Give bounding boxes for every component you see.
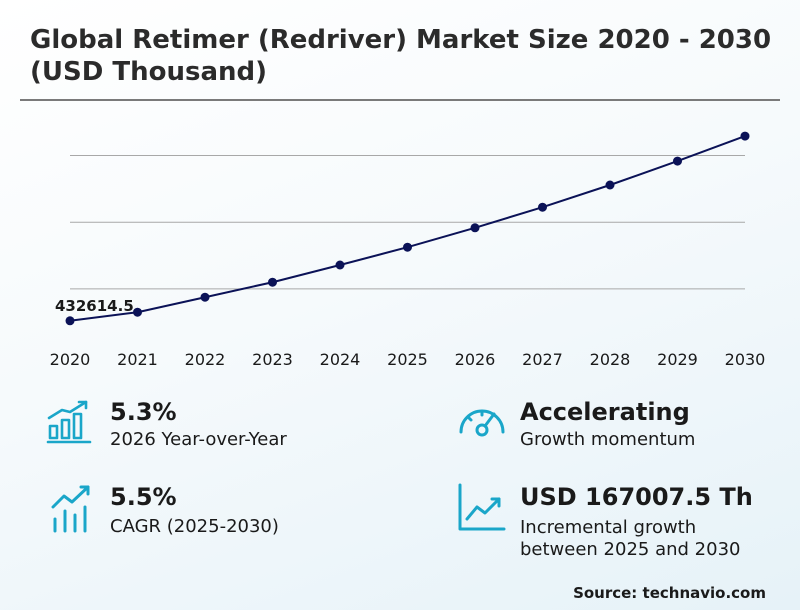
- stat-yoy-value: 5.3%: [110, 398, 177, 426]
- stat-momentum-value: Accelerating: [520, 398, 690, 426]
- market-size-chart: 2020 2021 2022 2023 2024 2025 2026 2027 2028 2029…: [50, 131, 766, 369]
- x-tick-label-2026: 2026: [455, 350, 496, 369]
- stat-incremental-label-line1: Incremental growth: [520, 517, 697, 538]
- stat-cagr-label: CAGR (2025-2030): [110, 516, 279, 537]
- data-point-2027: [538, 202, 547, 212]
- series-line: [69, 135, 746, 322]
- data-label-0: 432614.5: [55, 297, 134, 315]
- data-point-2026: [470, 223, 480, 233]
- x-tick-label-2029: 2029: [657, 350, 698, 369]
- x-tick-label-2023: 2023: [252, 350, 293, 369]
- speedometer-icon: [459, 409, 505, 437]
- x-tick-label-2027: 2027: [522, 350, 563, 369]
- stat-cagr-value: 5.5%: [110, 483, 177, 511]
- x-tick-label-2022: 2022: [185, 350, 226, 369]
- stat-momentum-label: Growth momentum: [520, 429, 696, 450]
- stat-incremental: USD 167007.5 Th Incremental growth betwe…: [456, 483, 796, 563]
- stat-incremental-value: USD 167007.5 Th: [520, 483, 753, 511]
- data-point-2020: [65, 316, 75, 326]
- data-point-2023: [268, 277, 277, 287]
- x-tick-label-2025: 2025: [387, 350, 428, 369]
- line-chart-growth-icon: [458, 483, 506, 531]
- trend-up-bars-icon: [51, 485, 90, 533]
- x-tick-label-2028: 2028: [590, 350, 631, 369]
- x-tick-label-2030: 2030: [725, 350, 766, 369]
- data-point-2022: [200, 292, 210, 302]
- data-point-2024: [335, 260, 345, 270]
- title-divider: [20, 99, 780, 101]
- chart-title: Global Retimer (Redriver) Market Size 20…: [30, 25, 772, 87]
- data-point-2028: [605, 180, 615, 190]
- stat-yoy: 5.3% 2026 Year-over-Year: [46, 398, 386, 458]
- source-note: Source: technavio.com: [573, 584, 766, 602]
- stat-momentum: Accelerating Growth momentum: [456, 398, 786, 458]
- x-tick-label-2024: 2024: [320, 350, 361, 369]
- stat-incremental-label-line2: between 2025 and 2030: [520, 539, 741, 560]
- data-point-2029: [673, 156, 682, 166]
- x-tick-label-2020: 2020: [50, 350, 91, 369]
- stat-yoy-label: 2026 Year-over-Year: [110, 429, 287, 450]
- data-point-2025: [403, 242, 412, 252]
- x-tick-label-2021: 2021: [117, 350, 158, 369]
- stat-cagr: 5.5% CAGR (2025-2030): [50, 483, 390, 543]
- data-point-2021: [133, 307, 142, 317]
- data-point-2030: [740, 131, 750, 141]
- bar-chart-growth-icon: [46, 400, 92, 444]
